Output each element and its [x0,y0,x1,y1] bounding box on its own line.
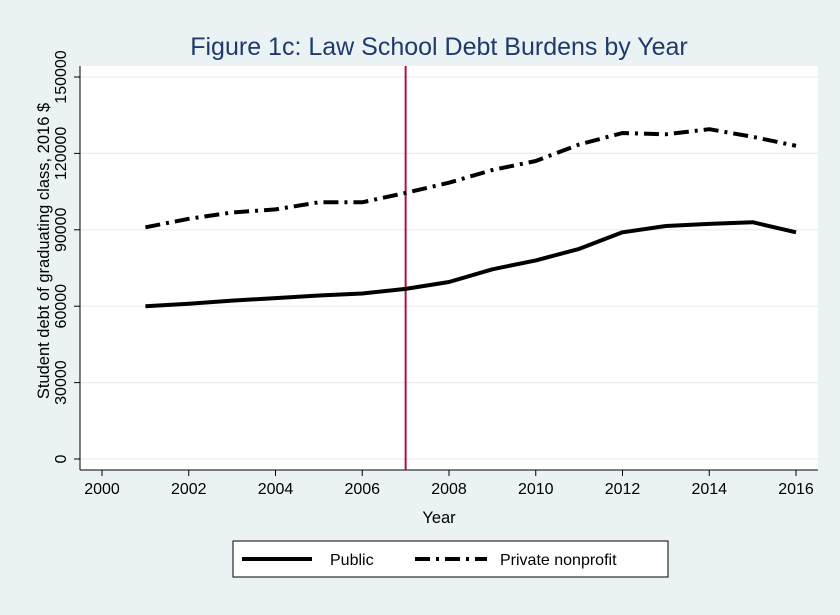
x-tick-label: 2016 [778,481,814,498]
y-tick-label: 60000 [53,284,70,329]
legend: Public Private nonprofit [232,540,669,578]
x-tick-label: 2012 [605,481,641,498]
x-tick-label: 2002 [171,481,207,498]
series-line-private-nonprofit [145,127,797,230]
x-tick-label: 2008 [431,481,467,498]
y-axis-title: Student debt of graduating class, 2016 $ [35,103,53,399]
legend-label-public: Public [330,552,374,569]
x-tick-label: 2010 [518,481,554,498]
x-axis-title: Year [422,509,456,527]
plot-area [80,66,818,470]
x-tick-label: 2006 [344,481,380,498]
y-tick-label: 0 [53,454,70,463]
y-tick-label: 150000 [53,50,70,103]
x-tick-label: 2004 [258,481,294,498]
axes [74,66,818,476]
gridlines [80,76,818,460]
y-tick-label: 120000 [53,127,70,180]
series-group [145,127,797,309]
x-tick-label: 2000 [84,481,120,498]
legend-label-private-nonprofit: Private nonprofit [500,552,617,569]
y-tick-label: 90000 [53,207,70,252]
chart-title: Figure 1c: Law School Debt Burdens by Ye… [190,33,688,61]
y-tick-label: 30000 [53,360,70,405]
series-line-public [145,220,797,309]
tick-labels: 0 30000 60000 90000 120000 150000 2000 2002 2004… [53,50,814,498]
x-tick-label: 2014 [691,481,727,498]
